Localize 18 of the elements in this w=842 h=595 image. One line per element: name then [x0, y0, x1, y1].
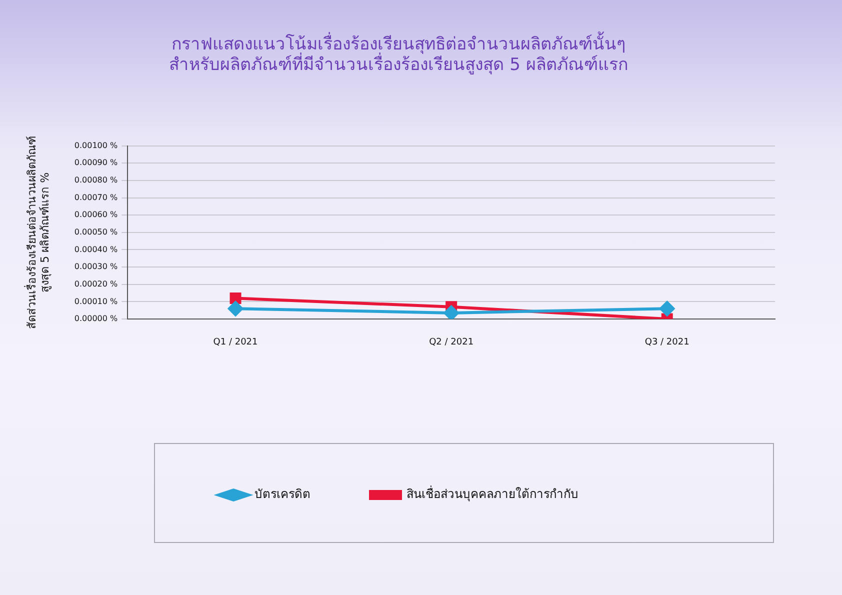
y-tick-label: 0.00030 %: [74, 262, 118, 272]
y-tick-label: 0.00010 %: [74, 296, 118, 306]
legend-label: สินเชื่อส่วนบุคคลภายใต้การกำกับ: [406, 485, 578, 502]
y-tick-label: 0.00050 %: [74, 227, 118, 236]
y-axis-title: สัดส่วนเรื่องร้องเรียนต่อจำนวนผลิตภัณฑ์ สูงสุด 5 ผลิตภัณฑ์แรก %: [23, 136, 52, 329]
y-tick-label: 0.00070 %: [74, 192, 118, 202]
y-tick-label: 0.00020 %: [74, 279, 118, 288]
y-tick-label: 0.00100 %: [74, 140, 118, 150]
y-tick-label: 0.00000 %: [74, 314, 118, 324]
legend-label: บัตรเครดิต: [254, 487, 310, 502]
chart-title: กราฟแสดงแนวโน้มเรื่องร้องเรียนสุทธิต่อจำนวนผลิตภัณฑ์นั้นๆ สำหรับผลิตภัณฑ์ที่มีจำนวนเรื่องร้องเรียนสูงสุด 5 ผลิตภัณฑ์แรก: [169, 32, 628, 76]
y-tick-label: 0.00040 %: [74, 244, 118, 254]
y-tick-label: 0.00090 %: [74, 158, 118, 168]
x-tick-label: Q2 / 2021: [429, 338, 474, 348]
x-tick-label: Q3 / 2021: [644, 338, 690, 348]
y-tick-label: 0.00060 %: [74, 210, 118, 220]
y-tick-label: 0.00080 %: [74, 176, 118, 185]
x-tick-label: Q1 / 2021: [213, 338, 258, 348]
